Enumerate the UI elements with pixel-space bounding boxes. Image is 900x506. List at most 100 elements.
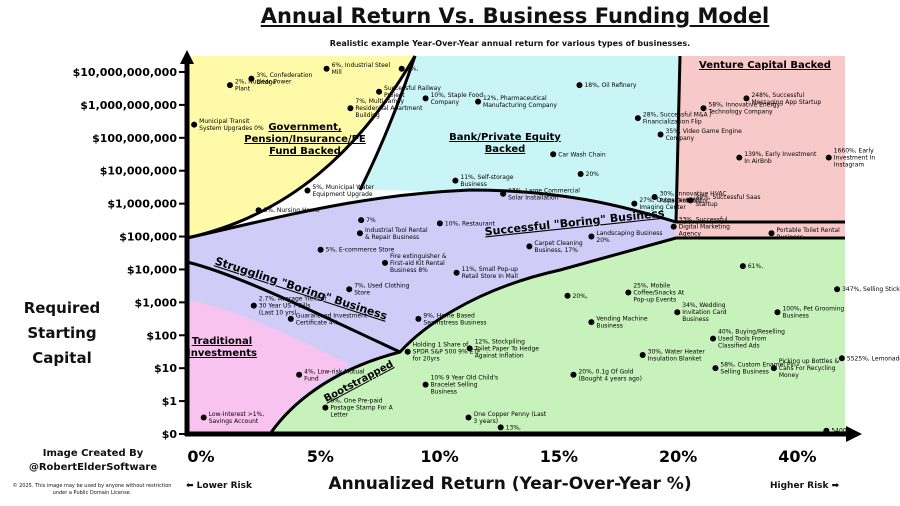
- x-tick-label-3: 15%: [540, 447, 578, 466]
- data-point-label-line: 30%, Water Heater: [648, 349, 706, 356]
- data-point-0: 2%, Nuclear Power Plant: [226, 79, 292, 93]
- data-point-label: 2.7%, Average Yield of 30 Year US T-Bills…: [259, 296, 327, 317]
- data-point-59: One Copper Penny (Last 3 years): [465, 411, 547, 425]
- data-point-label-line: Industrial Tool Rental: [365, 227, 428, 234]
- data-point-marker: [712, 365, 719, 372]
- data-point-marker: [657, 131, 664, 138]
- data-point-47: Holding 1 Share of SPDR S&P 500 9% ETF for…: [404, 342, 481, 363]
- data-point-label-line: Retail Store In Mall: [462, 273, 519, 280]
- data-point-label-line: 28%, Successful M&A /: [643, 112, 713, 119]
- data-point-marker: [497, 424, 504, 431]
- data-point-marker: [415, 315, 422, 322]
- data-point-label-line: Pop-up Events: [633, 296, 676, 303]
- data-point-label-line: Startup: [695, 201, 717, 208]
- data-point-label: 5400%: [831, 428, 852, 435]
- data-point-marker: [670, 223, 677, 230]
- data-point-label-line: 30 Year US T-Bills: [259, 303, 311, 310]
- data-point-label-line: Equipment Upgrade: [312, 191, 372, 198]
- data-point-label-line: Letter: [330, 412, 348, 419]
- data-point-marker: [550, 151, 557, 158]
- chart-subtitle: Realistic example Year-Over-Year annual …: [329, 39, 691, 48]
- data-point-label-line: Instagram: [834, 162, 865, 169]
- data-point-label-line: Certificate 4%: [296, 319, 339, 326]
- data-point-marker: [317, 246, 324, 253]
- data-point-label: One Copper Penny (Last 3 years): [474, 411, 547, 425]
- data-point-56: 5525%, Lemonade Stand: [838, 355, 900, 362]
- data-point-label: Carpet Cleaning Business, 17%: [534, 240, 583, 254]
- data-point-label: 9%,: [407, 66, 419, 73]
- data-point-label-line: 40%, Buying/Reselling: [718, 329, 785, 336]
- data-point-marker: [564, 292, 571, 299]
- data-point-label-line: Fire extinguisher &: [390, 253, 447, 260]
- data-point-label: Industrial Tool Rental & Repair Business: [365, 227, 428, 241]
- data-point-label-line: 7%, Multi-family: [355, 98, 404, 105]
- data-point-10: 12%, Pharmaceutical Manufacturing Company: [475, 95, 557, 109]
- data-point-44: 347%, Selling Stickers: [834, 286, 900, 293]
- data-point-27: Industrial Tool Rental & Repair Business: [356, 227, 428, 241]
- data-point-label: 28%, Successful M&A / Financialization Fl…: [643, 112, 713, 126]
- data-point-label-line: Business: [777, 234, 803, 241]
- data-point-label-line: 10% 9 Year Old Child's: [431, 375, 499, 382]
- data-point-marker: [191, 121, 198, 128]
- data-point-label-line: 10%, Staple Food: [431, 92, 484, 99]
- data-point-marker: [570, 371, 577, 378]
- data-point-marker: [255, 207, 262, 214]
- data-point-label-line: 2.7%, Average Yield of: [259, 296, 327, 303]
- data-point-marker: [743, 95, 750, 102]
- data-point-label: 4%, Low-risk Mutual Fund: [304, 368, 365, 382]
- data-point-label-line: Carpet Cleaning: [534, 240, 583, 247]
- data-point-30: Carpet Cleaning Business, 17%: [526, 240, 583, 254]
- data-point-label: 7%: [366, 217, 376, 224]
- data-point-label: 9%, Home Based Seamstress Business: [423, 312, 486, 326]
- data-point-label: 10%, Restaurant: [445, 220, 496, 227]
- data-point-marker: [382, 259, 389, 266]
- data-point-label: 61%,: [748, 263, 763, 270]
- data-point-13: Car Wash Chain: [550, 151, 606, 158]
- data-point-label-line: Project: [384, 92, 405, 99]
- data-point-label: 30%, Innovative HVAC Parts Distributor: [660, 191, 727, 205]
- data-point-marker: [346, 286, 353, 293]
- y-tick-label-11: $10,000,000,000: [73, 66, 178, 79]
- data-point-label: Guaranteed Investment Certificate 4%: [296, 312, 368, 326]
- data-point-label-line: Cans For Recycling: [779, 365, 836, 372]
- x-axis-label: Annualized Return (Year-Over-Year %): [328, 474, 692, 494]
- data-point-1: 3%, Confederation Bridge: [248, 72, 313, 86]
- data-point-label-line: 6%, One Pre-paid: [330, 398, 382, 405]
- data-point-label-line: Toilet Paper To Hedge: [474, 345, 540, 352]
- x-axis-arrow: [846, 426, 862, 442]
- x-tick-label-2: 10%: [420, 447, 458, 466]
- region-label-2: Venture Capital Backed: [699, 60, 831, 71]
- data-point-label: 27%, Outpatient MRI Imaging Center: [639, 197, 702, 211]
- data-point-label-line: 3%, Confederation: [256, 72, 312, 79]
- data-point-label-line: Municipal Transit: [199, 118, 250, 125]
- data-point-38: 20%,: [564, 292, 588, 300]
- data-point-label: 5%, Municipal Water Equipment Upgrade: [312, 184, 374, 198]
- region-boundary-5: [674, 55, 682, 223]
- data-point-marker: [358, 217, 365, 224]
- data-point-label-line: 38%, Successful Saas: [695, 194, 760, 201]
- data-point-12: 28%, Successful M&A / Financialization Fl…: [634, 112, 713, 126]
- data-point-3: 9%,: [398, 65, 419, 73]
- data-point-label-line: 58%, Innovative Energy: [709, 102, 781, 109]
- data-point-label-line: Mill: [332, 69, 343, 76]
- data-point-label-line: 6%, Industrial Steel: [332, 62, 391, 69]
- data-point-label-line: Business, 17%: [534, 247, 578, 254]
- data-point-58: 6%, One Pre-paid Postage Stamp For A Lette…: [322, 398, 394, 419]
- data-point-label-line: Agency: [679, 231, 702, 238]
- data-point-label-line: Business: [460, 181, 486, 188]
- credit: Image Created By @RobertElderSoftware: [8, 447, 178, 475]
- data-point-marker: [710, 335, 717, 342]
- data-point-label-line: 11%, Small Pop-up: [462, 266, 519, 273]
- x-tick-label-5: 40%: [778, 447, 816, 466]
- y-axis-arrow: [180, 50, 194, 64]
- chart-title: Annual Return Vs. Business Funding Model: [260, 4, 770, 28]
- data-point-label-line: Fund: [304, 375, 319, 382]
- data-point-label-line: Bridge: [256, 79, 276, 86]
- region-3: [187, 190, 676, 352]
- data-point-label-line: First-aid Kit Rental: [390, 260, 445, 267]
- data-point-marker: [475, 98, 482, 105]
- data-point-label-line: 7%: [366, 217, 376, 224]
- data-point-57: 5400%: [823, 427, 853, 435]
- data-point-label-line: 27%, Outpatient MRI: [639, 197, 702, 204]
